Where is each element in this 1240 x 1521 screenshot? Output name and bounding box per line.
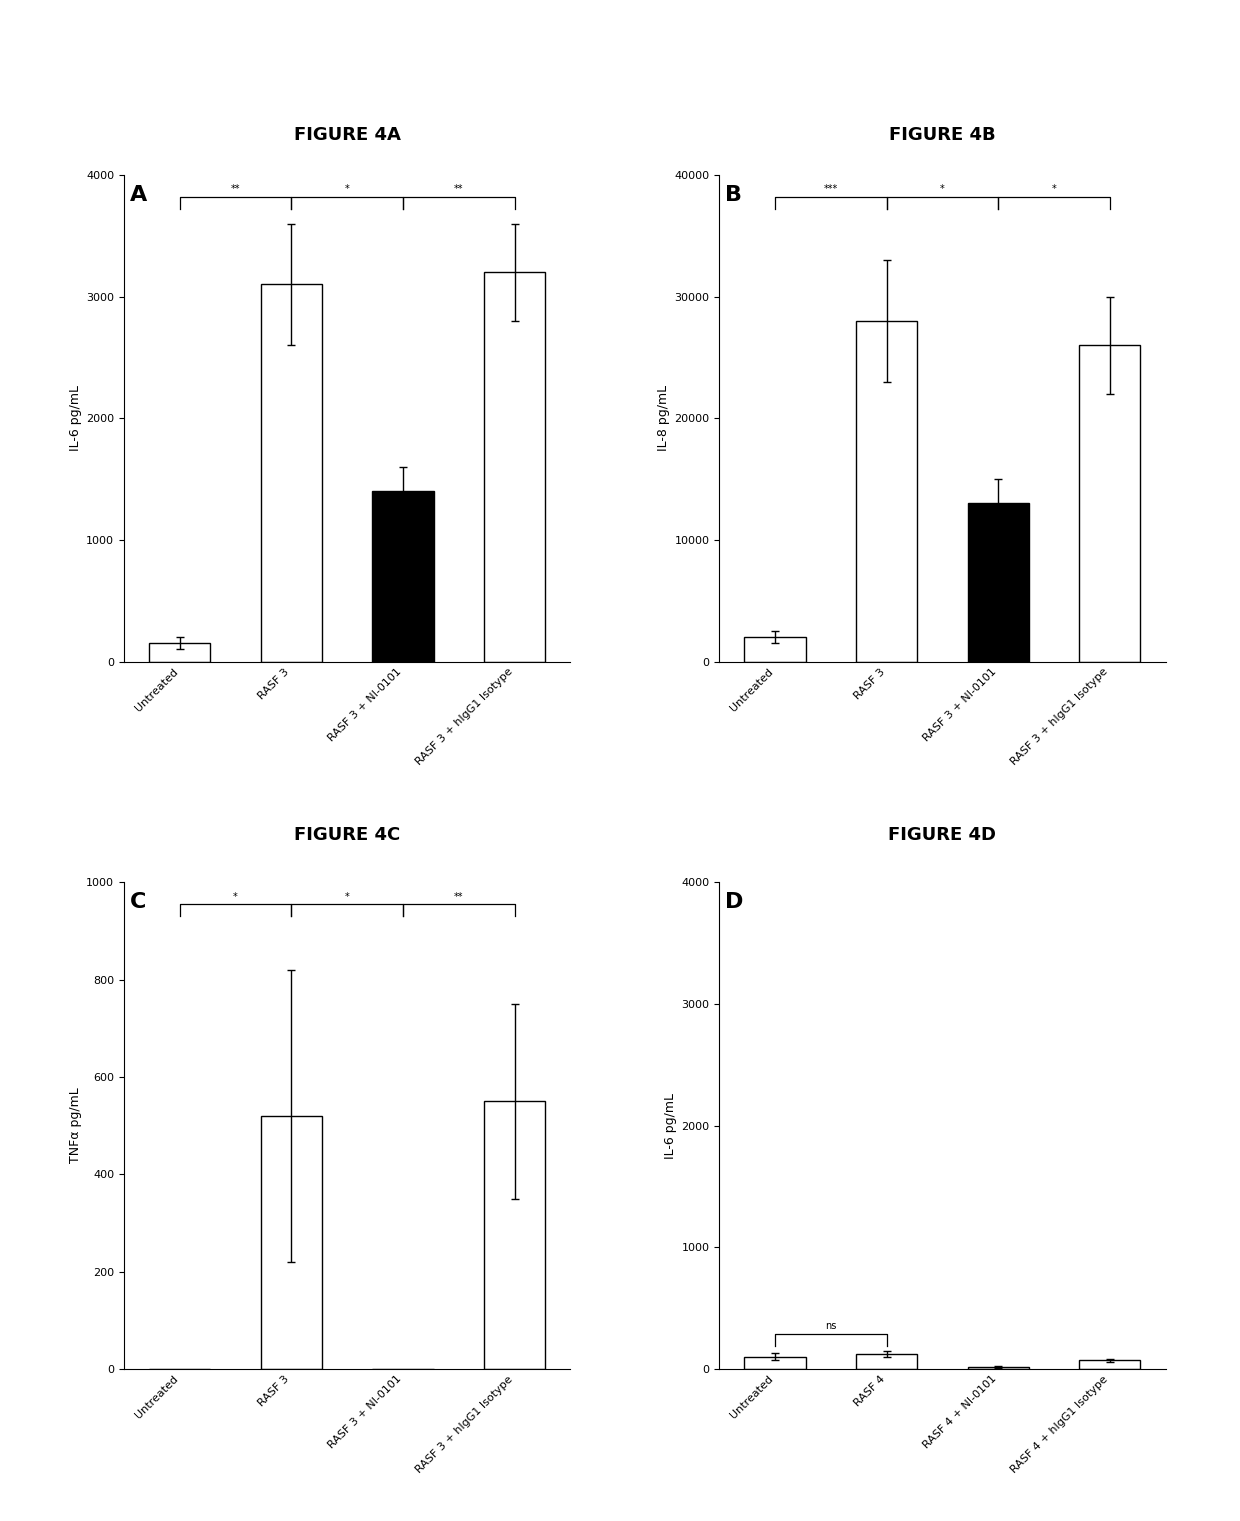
Bar — [856, 321, 918, 662]
Text: A: A — [130, 184, 146, 205]
Bar — [744, 1357, 806, 1369]
Text: FIGURE 4B: FIGURE 4B — [889, 126, 996, 144]
Bar — [744, 637, 806, 662]
Bar — [372, 491, 434, 662]
Text: FIGURE 4D: FIGURE 4D — [888, 826, 997, 844]
Text: *: * — [1052, 184, 1056, 195]
Text: FIGURE 4C: FIGURE 4C — [294, 826, 401, 844]
Bar — [484, 1101, 546, 1369]
Text: **: ** — [454, 891, 464, 902]
Bar — [856, 1354, 918, 1369]
Bar — [484, 272, 546, 662]
Text: ***: *** — [823, 184, 838, 195]
Text: B: B — [724, 184, 742, 205]
Y-axis label: IL-6 pg/mL: IL-6 pg/mL — [665, 1092, 677, 1159]
Y-axis label: IL-8 pg/mL: IL-8 pg/mL — [657, 385, 670, 452]
Bar — [149, 643, 211, 662]
Y-axis label: IL-6 pg/mL: IL-6 pg/mL — [69, 385, 82, 452]
Text: *: * — [345, 891, 350, 902]
Text: *: * — [940, 184, 945, 195]
Bar — [260, 284, 322, 662]
Bar — [967, 503, 1029, 662]
Bar — [1079, 1360, 1141, 1369]
Text: FIGURE 4A: FIGURE 4A — [294, 126, 401, 144]
Text: *: * — [345, 184, 350, 195]
Text: ns: ns — [825, 1322, 837, 1331]
Text: C: C — [130, 891, 146, 913]
Text: **: ** — [454, 184, 464, 195]
Bar — [1079, 345, 1141, 662]
Y-axis label: TNFα pg/mL: TNFα pg/mL — [69, 1088, 82, 1164]
Text: **: ** — [231, 184, 241, 195]
Text: *: * — [233, 891, 238, 902]
Bar — [260, 1116, 322, 1369]
Bar — [967, 1367, 1029, 1369]
Text: D: D — [724, 891, 743, 913]
